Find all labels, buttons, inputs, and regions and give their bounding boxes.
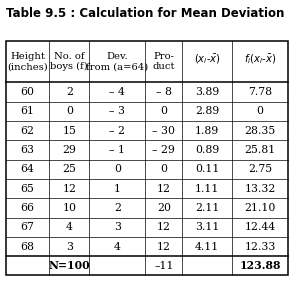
Text: 12: 12 <box>157 242 171 251</box>
Text: – 8: – 8 <box>156 87 172 97</box>
Text: 2.75: 2.75 <box>248 164 272 174</box>
Text: 21.10: 21.10 <box>244 203 276 213</box>
Text: 0: 0 <box>66 106 73 116</box>
Text: $f_i(x_i$-$\bar{x})$: $f_i(x_i$-$\bar{x})$ <box>244 52 276 65</box>
Text: 123.88: 123.88 <box>239 260 281 271</box>
Text: 20: 20 <box>157 203 171 213</box>
Text: 12: 12 <box>157 183 171 194</box>
Text: 1.11: 1.11 <box>195 183 219 194</box>
Text: – 3: – 3 <box>109 106 125 116</box>
Text: 12: 12 <box>62 183 76 194</box>
Text: Pro-
duct: Pro- duct <box>153 52 175 71</box>
Text: 7.78: 7.78 <box>248 87 272 97</box>
Text: – 30: – 30 <box>152 126 175 136</box>
Text: 12.44: 12.44 <box>244 222 276 232</box>
Text: 62: 62 <box>20 126 35 136</box>
Text: 0.11: 0.11 <box>195 164 219 174</box>
Text: 12: 12 <box>157 222 171 232</box>
Text: 29: 29 <box>62 145 76 155</box>
Text: $(x_i$-$\bar{x})$: $(x_i$-$\bar{x})$ <box>194 52 221 65</box>
Text: 4: 4 <box>114 242 121 251</box>
Text: 2: 2 <box>66 87 73 97</box>
Text: 2: 2 <box>114 203 121 213</box>
Text: 66: 66 <box>20 203 35 213</box>
Text: 1.89: 1.89 <box>195 126 219 136</box>
Text: Height
(inches): Height (inches) <box>7 52 48 71</box>
Text: 67: 67 <box>21 222 34 232</box>
Text: 0: 0 <box>257 106 264 116</box>
Text: Dev.
from (a=64): Dev. from (a=64) <box>86 52 148 71</box>
Text: – 29: – 29 <box>152 145 175 155</box>
Text: –11: –11 <box>154 261 174 271</box>
Text: 28.35: 28.35 <box>244 126 276 136</box>
Text: 2.11: 2.11 <box>195 203 219 213</box>
Text: 3: 3 <box>114 222 121 232</box>
Text: – 4: – 4 <box>109 87 125 97</box>
Text: 63: 63 <box>20 145 35 155</box>
Text: 3: 3 <box>66 242 73 251</box>
Text: – 1: – 1 <box>109 145 125 155</box>
Text: 10: 10 <box>62 203 76 213</box>
Text: 1: 1 <box>114 183 121 194</box>
Bar <box>6 41 288 275</box>
Text: 64: 64 <box>21 164 34 174</box>
Text: 0: 0 <box>160 164 167 174</box>
Text: 0.89: 0.89 <box>195 145 219 155</box>
Text: 13.32: 13.32 <box>244 183 276 194</box>
Text: 2.89: 2.89 <box>195 106 219 116</box>
Text: 60: 60 <box>20 87 35 97</box>
Text: 25.81: 25.81 <box>244 145 276 155</box>
Text: 61: 61 <box>20 106 35 116</box>
Text: 4.11: 4.11 <box>195 242 219 251</box>
Text: N=100: N=100 <box>49 260 90 271</box>
Text: 3.11: 3.11 <box>195 222 219 232</box>
Text: No. of
boys (f): No. of boys (f) <box>50 52 88 71</box>
Text: 0: 0 <box>114 164 121 174</box>
Text: 0: 0 <box>160 106 167 116</box>
Text: Table 9.5 : Calculation for Mean Deviation: Table 9.5 : Calculation for Mean Deviati… <box>6 7 285 20</box>
Text: 3.89: 3.89 <box>195 87 219 97</box>
Text: 25: 25 <box>62 164 76 174</box>
Text: 12.33: 12.33 <box>244 242 276 251</box>
Text: 4: 4 <box>66 222 73 232</box>
Text: 15: 15 <box>62 126 76 136</box>
Text: – 2: – 2 <box>109 126 125 136</box>
Text: 65: 65 <box>21 183 34 194</box>
Text: 68: 68 <box>20 242 35 251</box>
